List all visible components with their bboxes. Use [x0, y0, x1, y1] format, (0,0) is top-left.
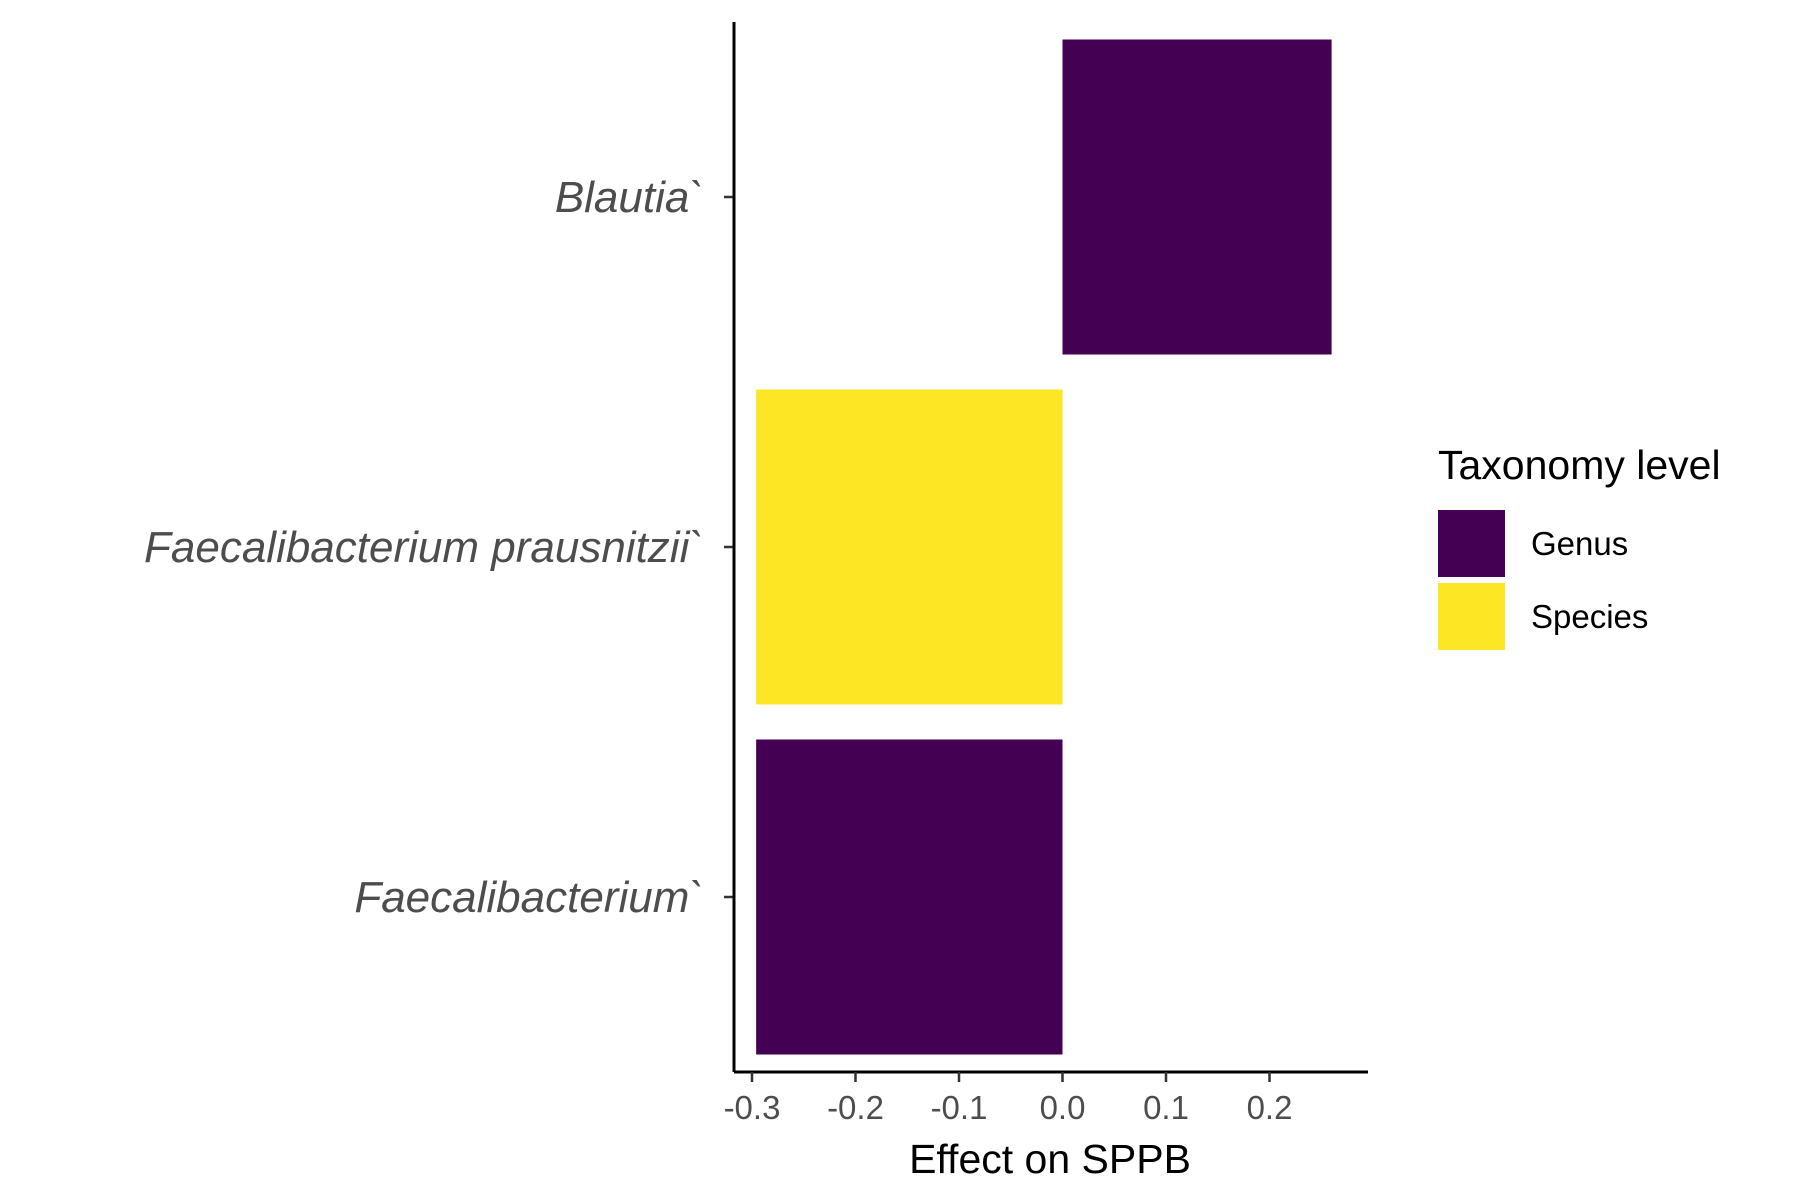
- x-tick-label: 0.2: [1247, 1089, 1293, 1126]
- x-tick-label: 0.1: [1143, 1089, 1189, 1126]
- x-axis: -0.3 -0.2 -0.1 0.0 0.1 0.2: [724, 1070, 1368, 1126]
- bar-blautia: [1062, 39, 1332, 355]
- legend-label-species: Species: [1531, 598, 1648, 635]
- legend-swatch-species: [1438, 583, 1505, 650]
- legend: Taxonomy level Genus Species: [1438, 442, 1721, 650]
- x-axis-title: Effect on SPPB: [909, 1136, 1191, 1182]
- x-tick-label: 0.0: [1040, 1089, 1086, 1126]
- legend-title: Taxonomy level: [1438, 442, 1721, 488]
- x-tick-label: -0.1: [931, 1089, 988, 1126]
- bar-faecalibacterium: [756, 739, 1063, 1055]
- legend-label-genus: Genus: [1531, 525, 1628, 562]
- x-tick-label: -0.3: [724, 1089, 781, 1126]
- bar-faecalibacterium-prausnitzii: [756, 389, 1063, 705]
- category-label: Faecalibacterium prausnitzii`: [144, 523, 704, 572]
- legend-swatch-genus: [1438, 510, 1505, 577]
- category-label: Faecalibacterium`: [354, 873, 704, 922]
- bars-layer: [756, 39, 1332, 1055]
- x-tick-label: -0.2: [827, 1089, 884, 1126]
- category-axis: Blautia` Faecalibacterium prausnitzii` Fae…: [144, 22, 736, 1072]
- category-label: Blautia`: [555, 173, 704, 222]
